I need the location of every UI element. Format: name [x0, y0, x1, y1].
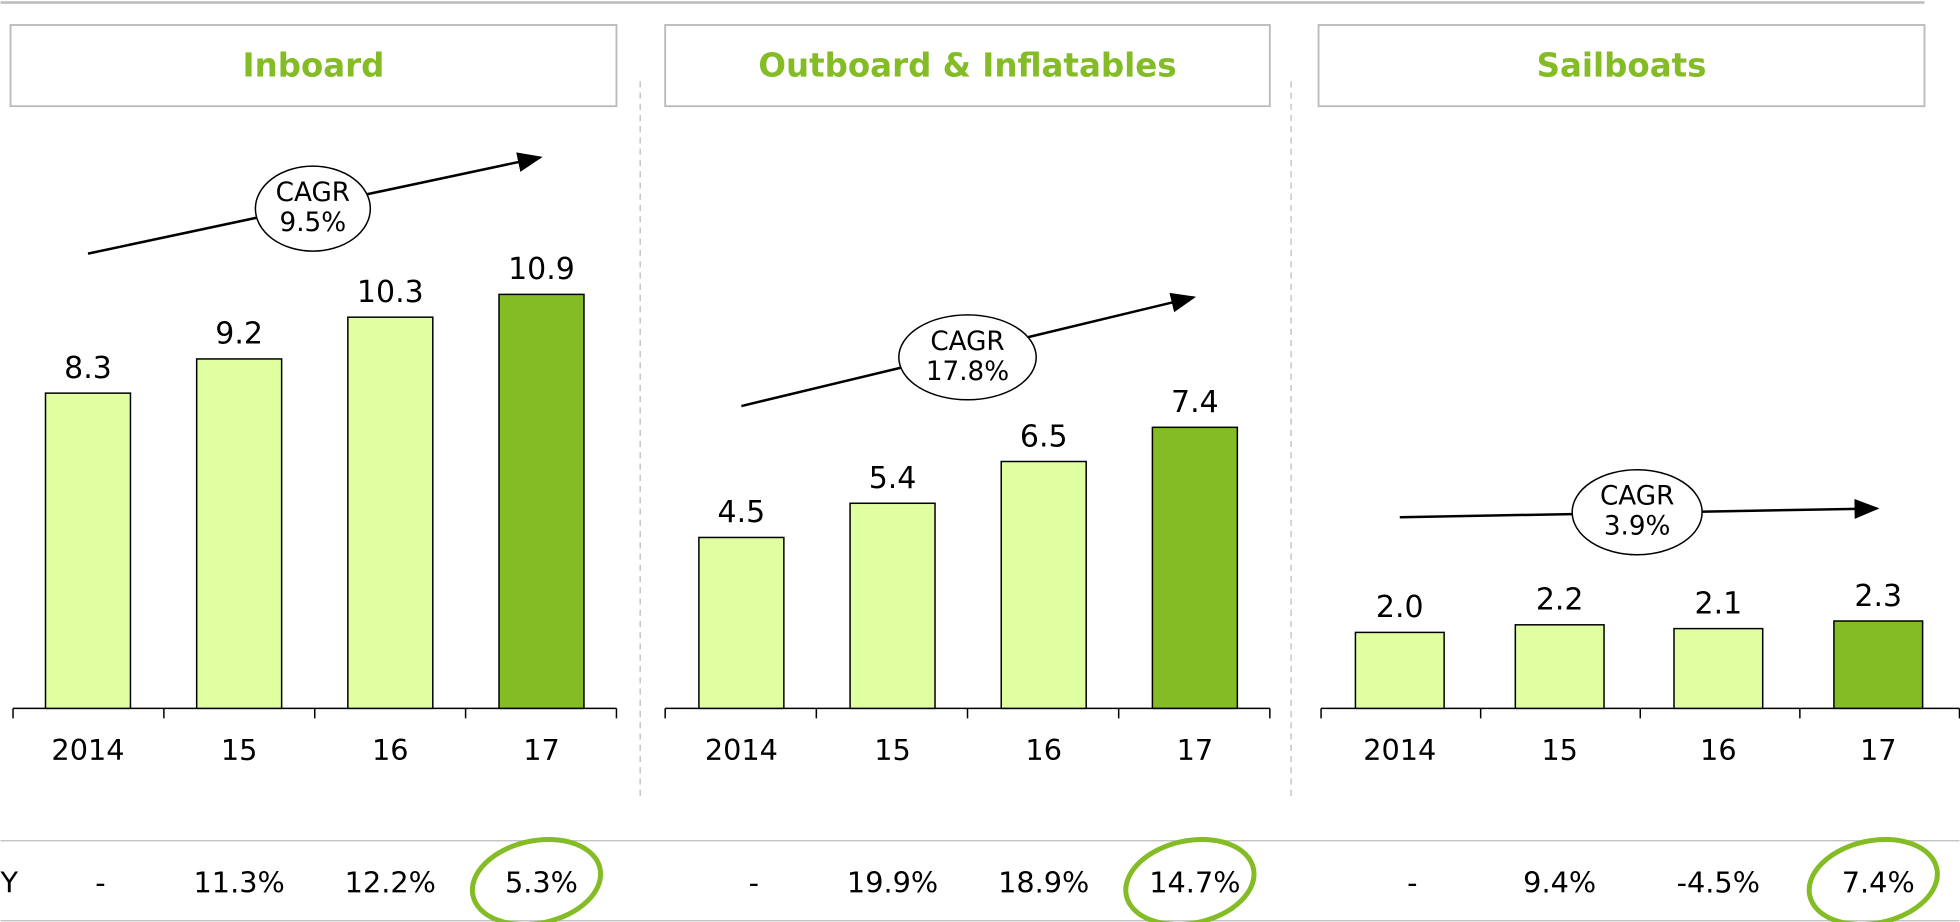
growth-label: - — [749, 866, 759, 900]
bar — [1354, 631, 1445, 710]
bar — [1833, 620, 1924, 710]
value-label: 2.0 — [1376, 590, 1424, 625]
growth-label: - — [1407, 866, 1417, 900]
value-label: 2.2 — [1536, 583, 1584, 618]
cagr-value: 3.9% — [1604, 512, 1671, 542]
x-tick-label: 2014 — [705, 733, 778, 767]
cagr-oval — [898, 314, 1037, 401]
value-label: 10.3 — [357, 275, 424, 310]
growth-label: 5.3% — [505, 866, 578, 900]
value-label: 8.3 — [64, 351, 112, 386]
bar — [44, 392, 132, 710]
title-box — [9, 24, 618, 108]
bar — [698, 536, 785, 710]
growth-label: 18.9% — [998, 866, 1089, 900]
growth-row-label: Y — [0, 866, 19, 900]
bar — [1673, 627, 1764, 710]
x-tick-label: 17 — [1860, 733, 1897, 767]
x-tick-label: 17 — [1177, 733, 1214, 767]
growth-label: 9.4% — [1523, 866, 1596, 900]
growth-label: 11.3% — [194, 866, 285, 900]
cagr-label: CAGR — [1600, 482, 1674, 512]
cagr-value: 17.8% — [926, 357, 1009, 387]
bar — [849, 502, 936, 710]
cagr-label: CAGR — [276, 178, 350, 208]
cagr-oval — [1571, 468, 1703, 556]
bar — [195, 358, 283, 710]
growth-label: 14.7% — [1149, 866, 1240, 900]
title-box — [664, 24, 1271, 108]
growth-label: -4.5% — [1677, 866, 1760, 900]
highlight-circle — [1123, 836, 1257, 922]
value-label: 6.5 — [1020, 419, 1068, 454]
cagr-value: 9.5% — [280, 208, 347, 238]
value-label: 9.2 — [215, 317, 263, 352]
bar — [498, 293, 585, 710]
bar — [347, 316, 434, 710]
x-tick-label: 17 — [523, 733, 560, 767]
growth-label: - — [95, 866, 105, 900]
x-tick-label: 16 — [1025, 733, 1062, 767]
value-label: 7.4 — [1171, 385, 1219, 420]
bar — [1151, 426, 1239, 710]
value-label: 2.1 — [1695, 586, 1743, 621]
x-tick-label: 16 — [372, 733, 409, 767]
growth-label: 19.9% — [847, 866, 938, 900]
x-tick-label: 15 — [221, 733, 258, 767]
growth-label: 12.2% — [345, 866, 436, 900]
value-label: 2.3 — [1854, 579, 1902, 614]
cagr-oval — [254, 165, 372, 252]
panel-title: Inboard — [243, 46, 385, 84]
bar — [1514, 624, 1605, 710]
title-box — [1317, 24, 1926, 108]
highlight-circle — [469, 836, 604, 922]
panel-title: Sailboats — [1537, 46, 1707, 84]
value-label: 5.4 — [869, 461, 917, 496]
x-tick-label: 15 — [1541, 733, 1578, 767]
value-label: 4.5 — [718, 495, 766, 530]
highlight-circle — [1806, 836, 1940, 922]
x-tick-label: 15 — [874, 733, 911, 767]
panel-title: Outboard & Inflatables — [758, 46, 1176, 84]
x-tick-label: 16 — [1700, 733, 1737, 767]
value-label: 10.9 — [508, 252, 575, 287]
growth-label: 7.4% — [1842, 866, 1915, 900]
cagr-label: CAGR — [930, 327, 1004, 357]
bar — [1000, 460, 1087, 710]
x-tick-label: 2014 — [1363, 733, 1436, 767]
x-tick-label: 2014 — [51, 733, 124, 767]
